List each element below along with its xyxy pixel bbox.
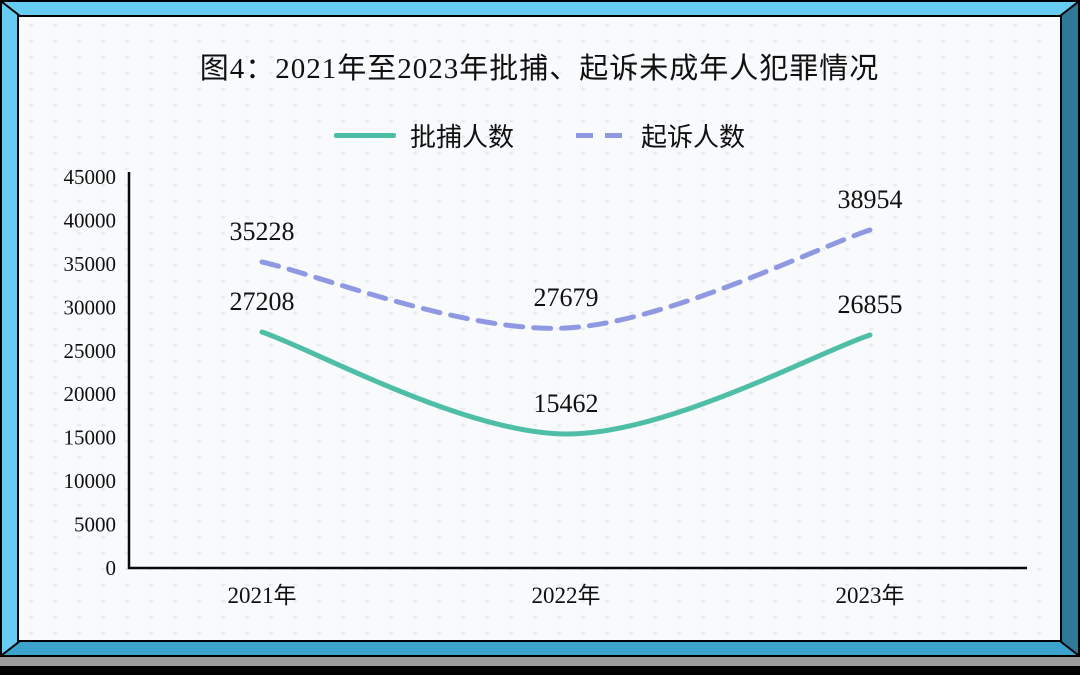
- legend-item: 批捕人数: [333, 117, 514, 154]
- frame-shadow: [0, 657, 1080, 666]
- legend: 批捕人数 起诉人数: [19, 117, 1060, 154]
- chart-area: 图4：2021年至2023年批捕、起诉未成年人犯罪情况 批捕人数 起诉人数: [17, 15, 1062, 642]
- legend-swatch-solid: [333, 133, 396, 138]
- legend-label: 批捕人数: [409, 123, 514, 152]
- legend-item: 起诉人数: [576, 117, 745, 154]
- figure-frame: 图4：2021年至2023年批捕、起诉未成年人犯罪情况 批捕人数 起诉人数: [0, 0, 1080, 657]
- legend-swatch-dashed: [576, 133, 627, 138]
- frame-bevel: 图4：2021年至2023年批捕、起诉未成年人犯罪情况 批捕人数 起诉人数: [2, 2, 1078, 655]
- legend-label: 起诉人数: [641, 123, 746, 152]
- chart-title: 图4：2021年至2023年批捕、起诉未成年人犯罪情况: [199, 53, 880, 85]
